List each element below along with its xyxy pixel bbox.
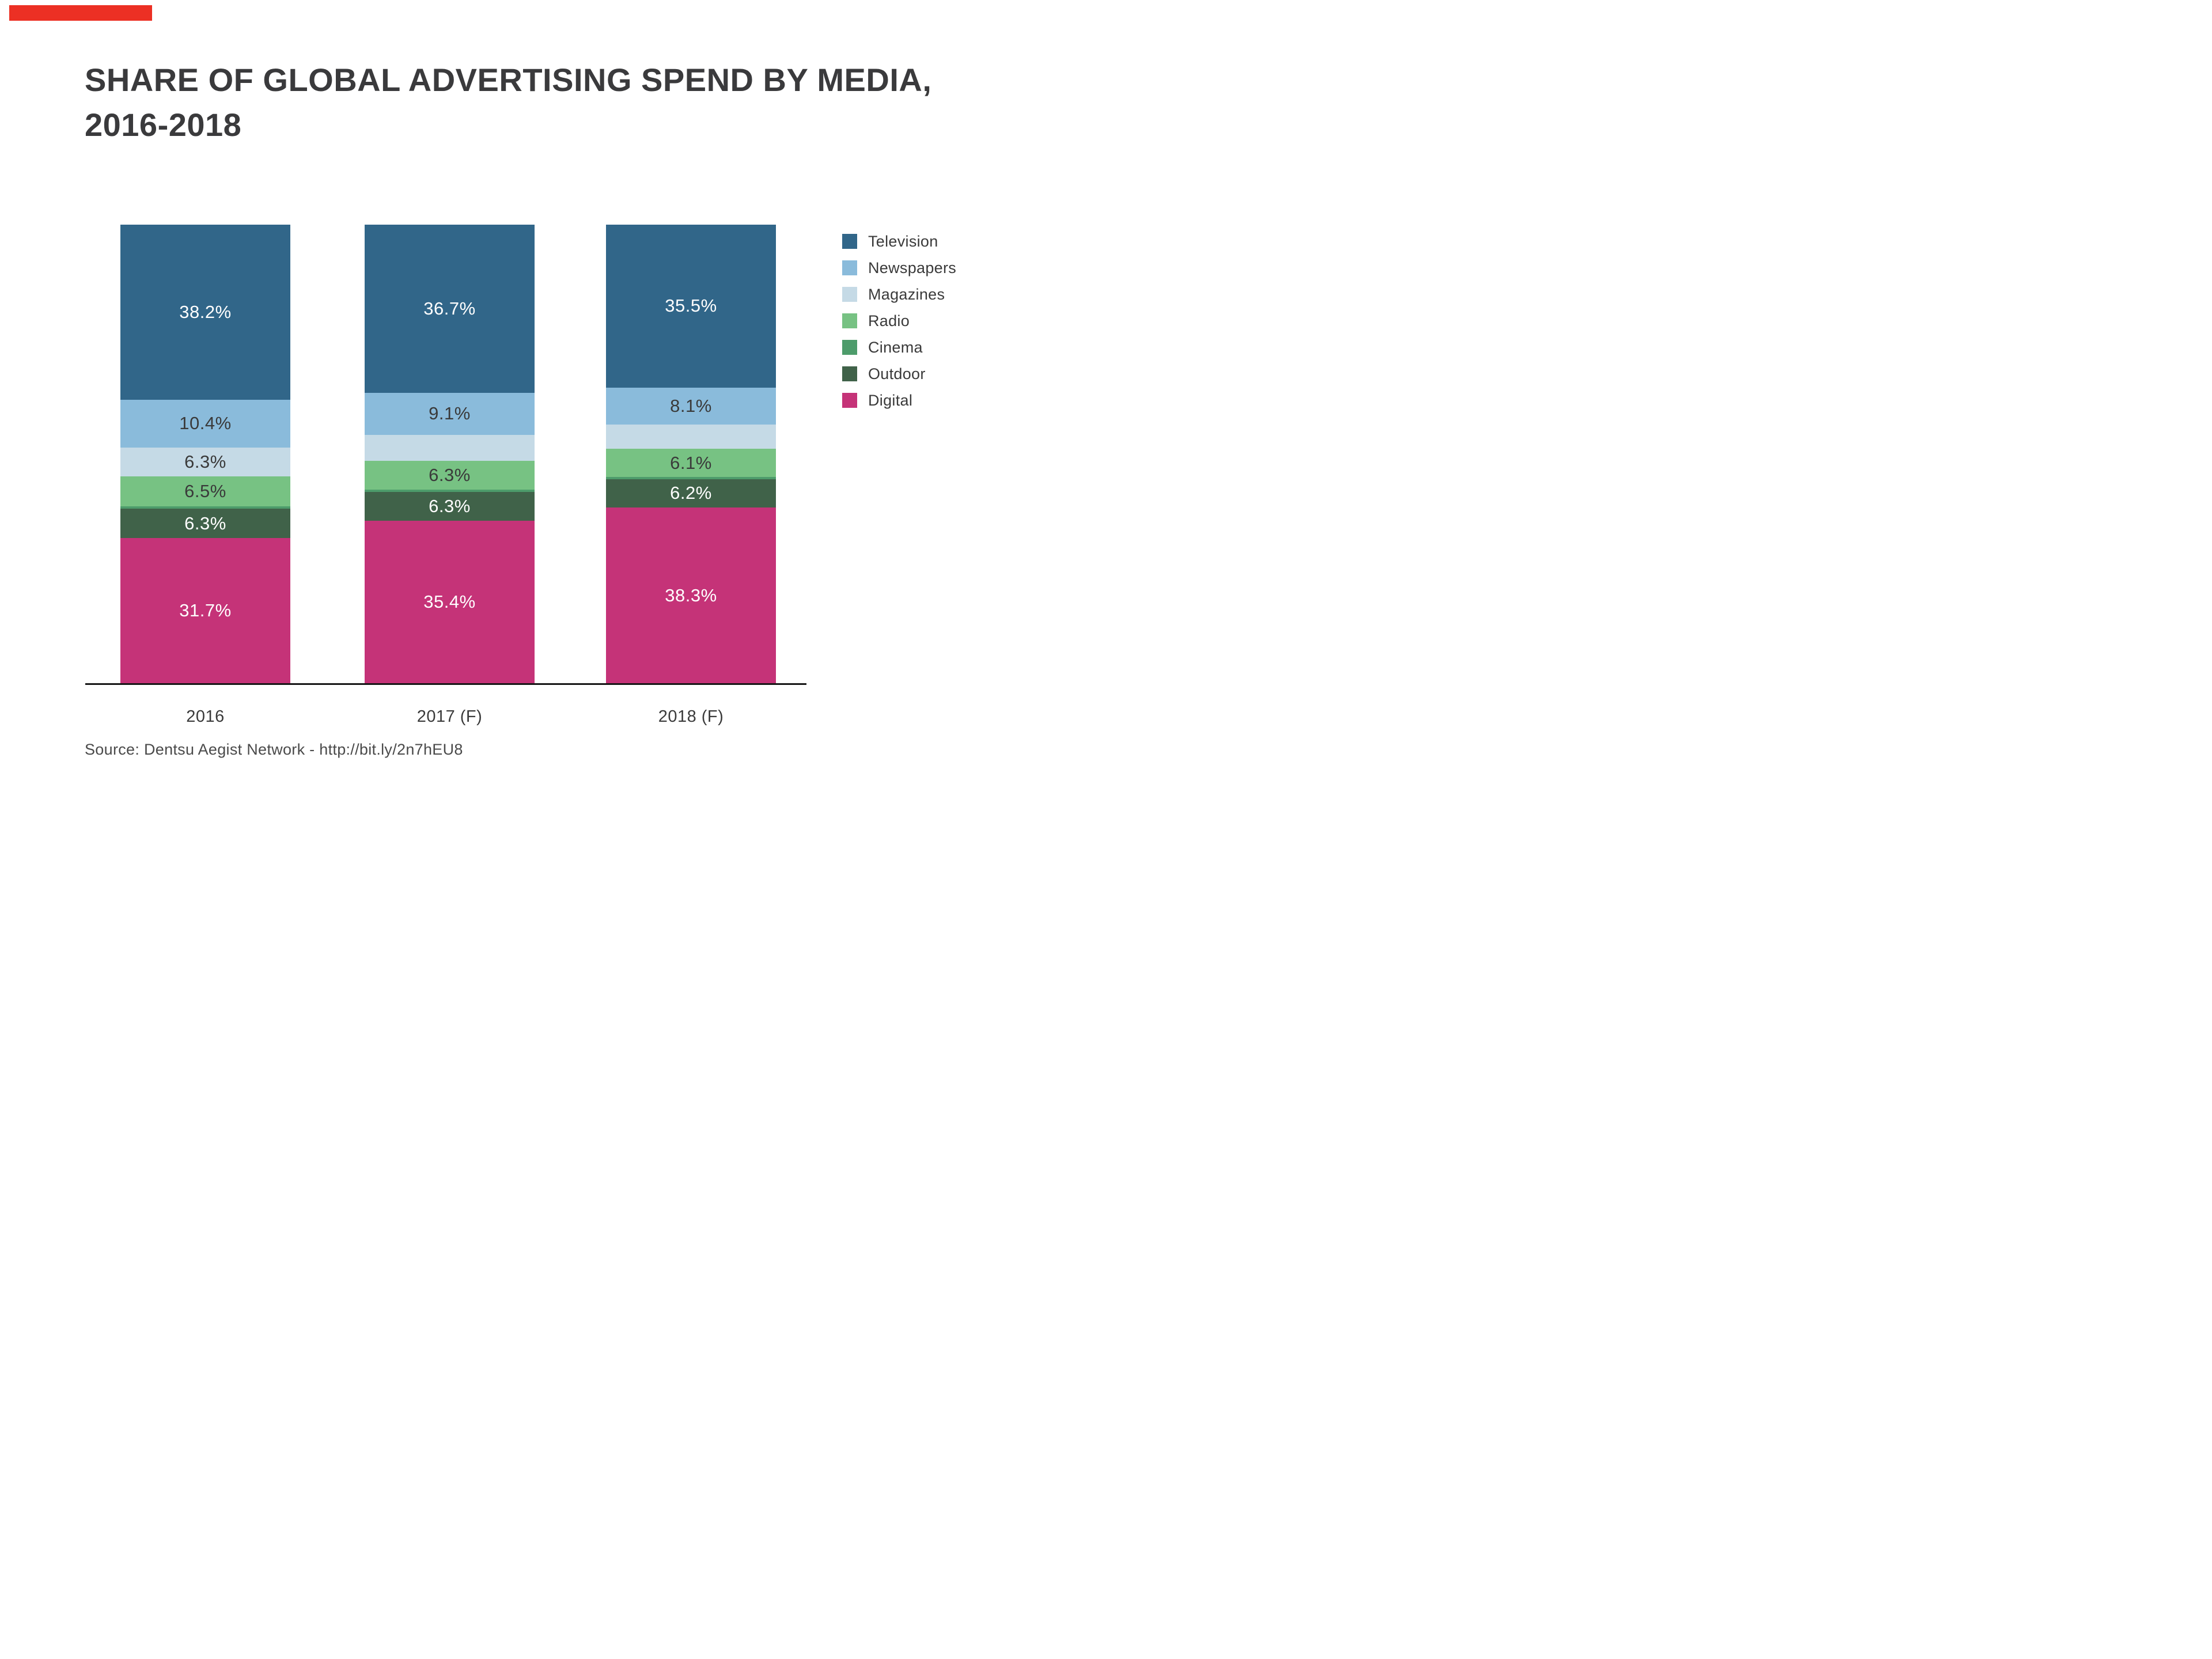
source-note: Source: Dentsu Aegist Network - http://b… [85, 741, 463, 758]
segment-radio: 6.5% [120, 476, 290, 506]
legend-item-radio: Radio [842, 308, 956, 334]
segment-television: 36.7% [365, 225, 535, 393]
legend-swatch-cinema [842, 340, 857, 355]
legend-swatch-digital [842, 393, 857, 408]
segment-newspapers: 9.1% [365, 393, 535, 435]
page-title: SHARE OF GLOBAL ADVERTISING SPEND BY MED… [85, 58, 1041, 147]
segment-cinema [606, 476, 776, 479]
x-axis-label: 2017 (F) [416, 707, 483, 726]
segment-digital: 38.3% [606, 507, 776, 683]
legend-label: Newspapers [868, 259, 957, 276]
legend-label: Television [868, 232, 938, 250]
stacked-bar-chart: 38.2% 10.4% 6.3% 6.5% 6.3% 31.7% 2016 36.7% 9.1%… [0, 0, 1106, 830]
legend-swatch-television [842, 234, 857, 249]
legend-label: Cinema [868, 338, 923, 356]
segment-value-label: 31.7% [179, 600, 232, 620]
segment-value-label: 6.3% [429, 464, 471, 485]
segment-value-label: 6.3% [184, 513, 226, 533]
segment-magazines: 6.3% [120, 447, 290, 476]
segment-value-label: 6.2% [670, 483, 712, 503]
segment-value-label: 6.3% [429, 496, 471, 517]
segment-value-label: 6.3% [184, 451, 226, 472]
page-title-line1: SHARE OF GLOBAL ADVERTISING SPEND BY MED… [85, 62, 932, 98]
segment-newspapers: 8.1% [606, 387, 776, 425]
legend-label: Magazines [868, 285, 945, 303]
x-axis-label: 2016 [186, 707, 225, 726]
legend-swatch-radio [842, 313, 857, 328]
legend: Television Newspapers Magazines Radio Cinema… [842, 228, 956, 414]
segment-value-label: 38.3% [665, 585, 717, 605]
accent-bar [9, 5, 152, 21]
legend-swatch-outdoor [842, 366, 857, 381]
segment-magazines [365, 434, 535, 461]
segment-value-label: 10.4% [179, 413, 232, 434]
stacked-bar-2018-f: 35.5% 8.1% 6.1% 6.2% 38.3% [606, 225, 776, 683]
segment-cinema [120, 506, 290, 509]
legend-item-magazines: Magazines [842, 281, 956, 308]
legend-item-cinema: Cinema [842, 334, 956, 361]
legend-item-digital: Digital [842, 387, 956, 414]
segment-digital: 31.7% [120, 537, 290, 683]
legend-label: Radio [868, 312, 910, 329]
x-axis-line [85, 683, 806, 685]
segment-radio: 6.3% [365, 460, 535, 490]
segment-value-label: 6.1% [670, 452, 712, 473]
segment-value-label: 36.7% [423, 298, 476, 319]
legend-swatch-newspapers [842, 260, 857, 275]
segment-value-label: 6.5% [184, 480, 226, 501]
legend-label: Outdoor [868, 365, 926, 382]
segment-outdoor: 6.2% [606, 479, 776, 508]
page-title-line2: 2016-2018 [85, 107, 242, 143]
legend-swatch-magazines [842, 287, 857, 302]
stacked-bar-2017-f: 36.7% 9.1% 6.3% 6.3% 35.4% [365, 225, 535, 683]
segment-value-label: 38.2% [179, 302, 232, 323]
legend-label: Digital [868, 391, 913, 409]
segment-newspapers: 10.4% [120, 400, 290, 448]
segment-television: 35.5% [606, 225, 776, 388]
segment-value-label: 9.1% [429, 403, 471, 424]
stacked-bar-2016: 38.2% 10.4% 6.3% 6.5% 6.3% 31.7% [120, 225, 290, 683]
segment-outdoor: 6.3% [120, 509, 290, 538]
segment-television: 38.2% [120, 225, 290, 400]
segment-value-label: 35.5% [665, 296, 717, 316]
legend-item-television: Television [842, 228, 956, 255]
segment-digital: 35.4% [365, 521, 535, 683]
x-axis-label: 2018 (F) [658, 707, 724, 726]
segment-cinema [365, 490, 535, 493]
segment-magazines [606, 425, 776, 449]
segment-outdoor: 6.3% [365, 492, 535, 521]
segment-value-label: 8.1% [670, 395, 712, 416]
legend-item-outdoor: Outdoor [842, 361, 956, 387]
segment-value-label: 35.4% [423, 592, 476, 612]
legend-item-newspapers: Newspapers [842, 255, 956, 281]
segment-radio: 6.1% [606, 449, 776, 477]
